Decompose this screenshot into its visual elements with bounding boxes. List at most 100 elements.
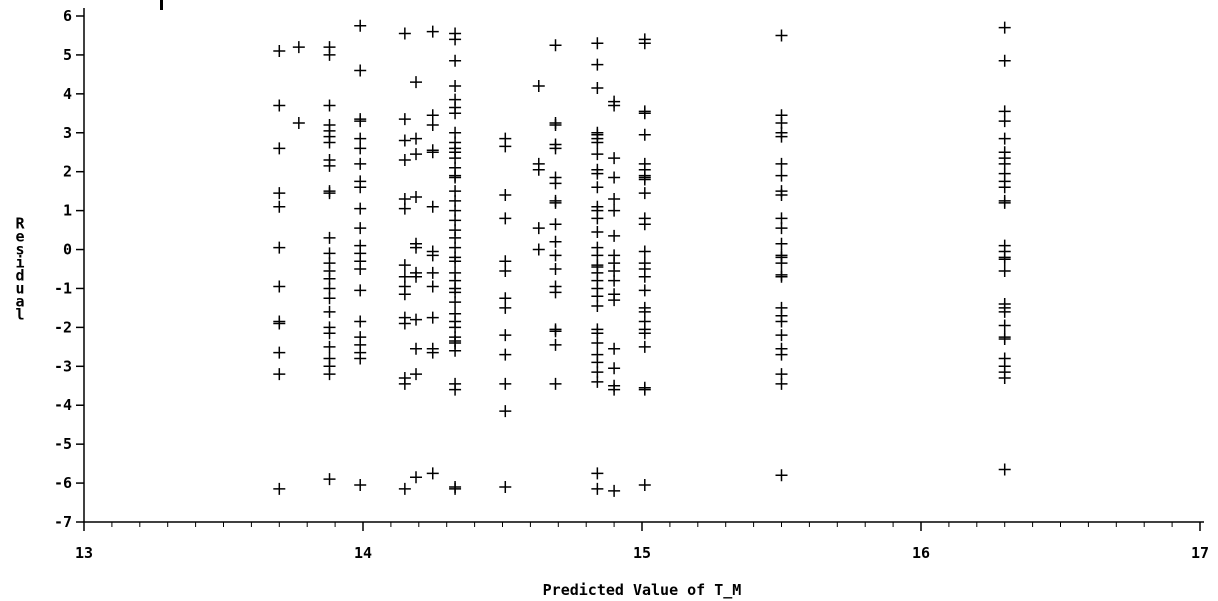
data-point bbox=[426, 146, 439, 159]
y-axis-title-letter: s bbox=[15, 241, 24, 259]
data-point bbox=[449, 344, 462, 357]
data-point bbox=[426, 311, 439, 324]
data-point bbox=[638, 107, 651, 120]
y-tick-label: 3 bbox=[63, 124, 72, 142]
data-point bbox=[426, 25, 439, 38]
data-point bbox=[323, 99, 336, 112]
data-point bbox=[426, 346, 439, 359]
data-point bbox=[608, 274, 621, 287]
data-point bbox=[608, 362, 621, 375]
data-point bbox=[591, 212, 604, 225]
data-point bbox=[998, 132, 1011, 145]
y-tick-label: 5 bbox=[63, 46, 72, 64]
data-point bbox=[532, 80, 545, 93]
data-point bbox=[398, 288, 411, 301]
data-point bbox=[775, 157, 788, 170]
data-point bbox=[354, 315, 367, 328]
data-point bbox=[638, 37, 651, 50]
data-point bbox=[449, 482, 462, 495]
data-point bbox=[608, 171, 621, 184]
data-point bbox=[323, 48, 336, 61]
data-point bbox=[998, 196, 1011, 209]
y-tick-label: -4 bbox=[54, 396, 72, 414]
data-point bbox=[775, 169, 788, 182]
data-point bbox=[273, 99, 286, 112]
data-point bbox=[549, 325, 562, 338]
data-point bbox=[638, 340, 651, 353]
data-point bbox=[532, 243, 545, 256]
data-point bbox=[499, 264, 512, 277]
data-point bbox=[354, 352, 367, 365]
data-point bbox=[549, 142, 562, 155]
data-point bbox=[410, 368, 423, 381]
data-point bbox=[354, 157, 367, 170]
data-point bbox=[323, 340, 336, 353]
data-point bbox=[775, 189, 788, 202]
data-point bbox=[323, 368, 336, 381]
y-axis-title-letter: u bbox=[15, 280, 24, 298]
data-point bbox=[549, 286, 562, 299]
data-point bbox=[591, 482, 604, 495]
data-point bbox=[354, 64, 367, 77]
data-point bbox=[591, 148, 604, 161]
x-tick-label: 15 bbox=[633, 544, 651, 562]
data-point bbox=[608, 484, 621, 497]
data-point bbox=[499, 189, 512, 202]
data-point bbox=[775, 348, 788, 361]
data-point bbox=[426, 266, 439, 279]
data-point bbox=[638, 479, 651, 492]
data-point bbox=[273, 317, 286, 330]
x-tick-label: 17 bbox=[1191, 544, 1209, 562]
y-tick-label: 2 bbox=[63, 163, 72, 181]
data-point bbox=[608, 294, 621, 307]
data-point bbox=[292, 117, 305, 130]
data-point bbox=[998, 54, 1011, 67]
data-point bbox=[775, 29, 788, 42]
data-point bbox=[499, 212, 512, 225]
data-point bbox=[591, 226, 604, 239]
data-point bbox=[354, 202, 367, 215]
data-point bbox=[608, 192, 621, 205]
data-point bbox=[549, 118, 562, 131]
data-point bbox=[638, 383, 651, 396]
y-tick-label: 1 bbox=[63, 202, 72, 220]
data-point bbox=[998, 253, 1011, 266]
cursor-mark bbox=[160, 0, 163, 10]
data-point bbox=[398, 202, 411, 215]
data-point bbox=[354, 284, 367, 297]
data-point bbox=[292, 41, 305, 54]
data-point bbox=[608, 99, 621, 112]
data-point bbox=[410, 471, 423, 484]
data-point bbox=[354, 181, 367, 194]
data-point bbox=[323, 231, 336, 244]
data-point bbox=[323, 292, 336, 305]
data-point bbox=[410, 132, 423, 145]
data-point bbox=[998, 333, 1011, 346]
data-point bbox=[499, 140, 512, 153]
data-point bbox=[398, 377, 411, 390]
data-point bbox=[398, 259, 411, 272]
data-point bbox=[426, 280, 439, 293]
y-tick-label: -1 bbox=[54, 279, 72, 297]
y-tick-label: 0 bbox=[63, 241, 72, 259]
data-point bbox=[608, 383, 621, 396]
data-point bbox=[323, 473, 336, 486]
data-point bbox=[998, 305, 1011, 318]
data-point bbox=[410, 313, 423, 326]
data-point bbox=[549, 249, 562, 262]
data-point bbox=[591, 58, 604, 71]
data-point bbox=[273, 368, 286, 381]
data-point bbox=[998, 463, 1011, 476]
data-point bbox=[775, 329, 788, 342]
data-point bbox=[410, 76, 423, 89]
data-point bbox=[398, 317, 411, 330]
data-point bbox=[273, 45, 286, 58]
data-point bbox=[998, 21, 1011, 34]
data-point bbox=[499, 405, 512, 418]
data-point bbox=[323, 159, 336, 172]
data-point bbox=[426, 118, 439, 131]
data-point bbox=[449, 383, 462, 396]
data-point bbox=[638, 284, 651, 297]
y-axis-title-letter: R bbox=[15, 215, 25, 233]
data-point bbox=[410, 148, 423, 161]
